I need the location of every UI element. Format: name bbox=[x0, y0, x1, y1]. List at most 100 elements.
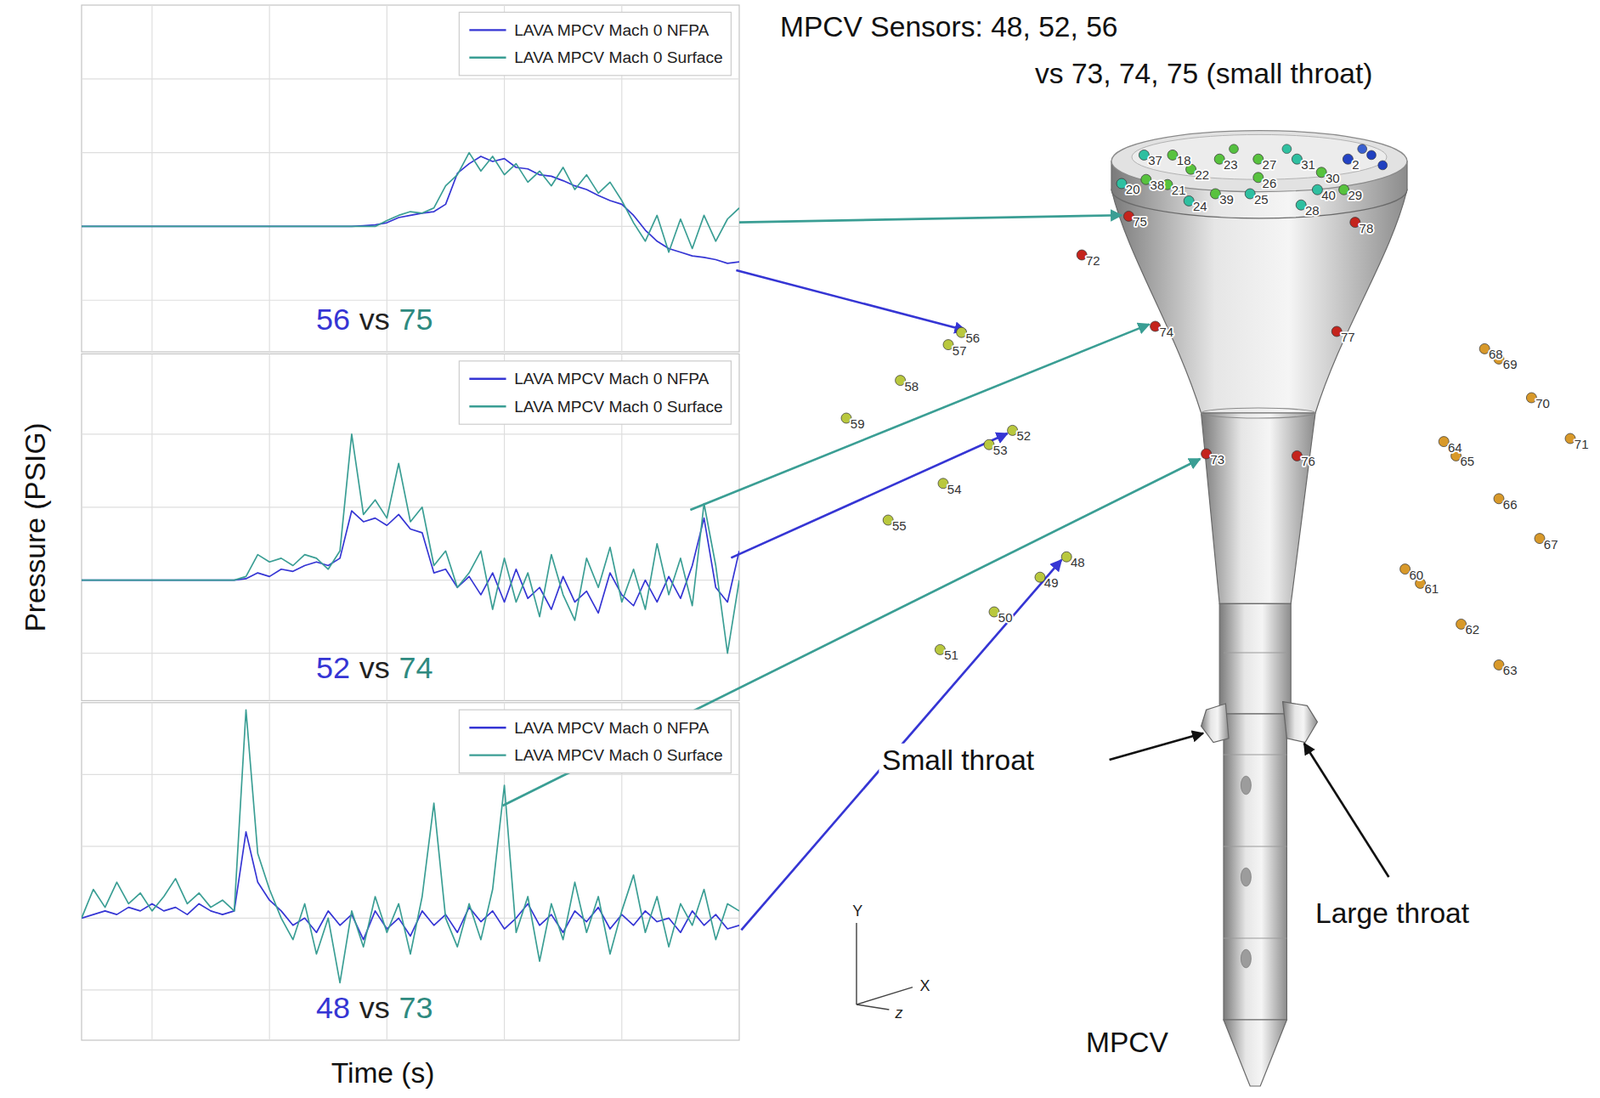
tower-band bbox=[1223, 845, 1287, 847]
callout-arrow bbox=[689, 324, 1149, 510]
grid-line-x bbox=[151, 353, 153, 701]
sensor-label: 49 bbox=[1044, 575, 1059, 590]
sensor-label: 39 bbox=[1219, 192, 1234, 207]
adapter bbox=[1201, 412, 1316, 604]
legend-box bbox=[458, 709, 731, 773]
sensor-label: 48 bbox=[1070, 554, 1086, 570]
text-patch bbox=[1311, 896, 1473, 930]
sensor-label: 72 bbox=[1085, 253, 1101, 268]
grid-line-y bbox=[81, 433, 740, 435]
legend-label: LAVA MPCV Mach 0 NFPA bbox=[514, 21, 709, 40]
triad-label: X bbox=[919, 977, 930, 995]
sensor-label: 76 bbox=[1300, 453, 1316, 469]
grid-line-y bbox=[81, 152, 740, 153]
triad-label: Y bbox=[852, 902, 863, 920]
grid-line-x bbox=[269, 353, 271, 701]
sensor-label: 77 bbox=[1340, 329, 1356, 345]
triad-label: z bbox=[894, 1004, 904, 1022]
axis-triad: Y Xz bbox=[852, 902, 930, 1022]
triad-line bbox=[855, 922, 857, 1005]
legend-box bbox=[458, 361, 731, 425]
sensor-label: 18 bbox=[1176, 152, 1192, 168]
text-patch bbox=[878, 743, 1038, 777]
panel-label: 48 bbox=[316, 989, 351, 1025]
capsule-top bbox=[1111, 130, 1408, 193]
legend-swatch bbox=[469, 56, 506, 59]
sensor-label: 40 bbox=[1321, 187, 1336, 203]
legend-label: LAVA MPCV Mach 0 NFPA bbox=[514, 369, 709, 388]
legend-swatch bbox=[469, 753, 506, 756]
throat-arrow bbox=[1304, 743, 1390, 877]
legend-box bbox=[458, 11, 731, 75]
sensor-label: 29 bbox=[1347, 187, 1363, 203]
labels: LAVA MPCV Mach 0 NFPA LAVA MPCV Mach 0 Su… bbox=[19, 10, 1589, 1089]
x-axis-title: Time (s) bbox=[331, 1057, 436, 1089]
figure: LAVA MPCV Mach 0 NFPA LAVA MPCV Mach 0 Su… bbox=[0, 0, 1600, 1098]
series-group bbox=[81, 709, 740, 983]
callout-arrow bbox=[503, 458, 1201, 806]
sensor-label: 51 bbox=[944, 647, 959, 662]
text-patch bbox=[776, 10, 1121, 44]
panel-label: vs bbox=[359, 301, 391, 337]
grid-line-y bbox=[81, 774, 740, 775]
sensor-label: 63 bbox=[1503, 662, 1518, 678]
sensor-label: 26 bbox=[1262, 175, 1278, 191]
diagram-title: vs 73, 74, 75 (small throat) bbox=[1034, 57, 1374, 90]
sensor-label: 71 bbox=[1574, 436, 1589, 452]
tower-band bbox=[1223, 937, 1287, 939]
sensor-label: 20 bbox=[1125, 181, 1141, 197]
triad-line bbox=[856, 1004, 889, 1010]
panel-label: 73 bbox=[399, 989, 434, 1025]
sensor-label: 55 bbox=[892, 518, 907, 533]
sensor-label: 23 bbox=[1223, 157, 1239, 172]
sensor-label: 78 bbox=[1359, 220, 1374, 236]
tower-band bbox=[1223, 651, 1287, 653]
sensor-label: 65 bbox=[1459, 453, 1475, 469]
sensor-label: 64 bbox=[1447, 440, 1463, 455]
sensor-label: 75 bbox=[1132, 214, 1148, 229]
series-line bbox=[81, 152, 740, 253]
legend: LAVA MPCV Mach 0 NFPALAVA MPCV Mach 0 Su… bbox=[458, 11, 731, 75]
y-axis-title: Pressure (PSIG) bbox=[19, 422, 51, 632]
triad-line bbox=[856, 987, 913, 1005]
vehicle-label: MPCV bbox=[1085, 1026, 1170, 1058]
large-throat bbox=[1283, 701, 1318, 743]
series-group bbox=[81, 152, 740, 264]
legend-label: LAVA MPCV Mach 0 Surface bbox=[514, 746, 724, 764]
text-patch bbox=[1031, 56, 1376, 91]
vehicle bbox=[1111, 130, 1408, 1086]
sensor-label: 27 bbox=[1262, 157, 1278, 172]
sensor-label: 2 bbox=[1351, 157, 1359, 172]
sensor-label: 69 bbox=[1503, 356, 1518, 372]
legend-swatch bbox=[469, 726, 506, 729]
legend-swatch bbox=[469, 28, 506, 31]
series-line bbox=[81, 709, 740, 983]
sensor-label: 73 bbox=[1209, 452, 1225, 467]
vehicle-label-group: MPCV bbox=[1082, 1025, 1172, 1059]
sensor-label: 60 bbox=[1408, 567, 1424, 583]
small-throat bbox=[1201, 703, 1229, 743]
series-line bbox=[81, 434, 740, 654]
sensor-label: 31 bbox=[1300, 157, 1316, 172]
sensors: 7578727477737656575859525354554849505168… bbox=[841, 149, 1589, 678]
sensor-label: 61 bbox=[1424, 581, 1439, 596]
tower-hole bbox=[1240, 775, 1251, 795]
legend-label: LAVA MPCV Mach 0 Surface bbox=[514, 397, 724, 416]
diagram-title-group: MPCV Sensors: 48, 52, 56 bbox=[776, 10, 1121, 44]
sensor-label: 67 bbox=[1543, 537, 1559, 552]
sensor-dot bbox=[1378, 160, 1388, 170]
sensor-dot bbox=[1367, 150, 1377, 160]
sensor-label: 38 bbox=[1150, 177, 1165, 193]
panel-label: 74 bbox=[399, 650, 434, 685]
legend-swatch bbox=[469, 405, 506, 408]
tower-band bbox=[1223, 753, 1287, 755]
throat-label: Small throat bbox=[881, 744, 1035, 776]
panel-label: 52 bbox=[316, 650, 351, 685]
sensor-label: 62 bbox=[1464, 621, 1480, 637]
sensor-label: 52 bbox=[1016, 428, 1031, 443]
grid-line-y bbox=[81, 845, 740, 847]
sensor-label: 70 bbox=[1535, 395, 1550, 411]
sensor-dot bbox=[1357, 144, 1368, 154]
sensor-label: 24 bbox=[1192, 198, 1208, 214]
series-line bbox=[81, 510, 740, 613]
